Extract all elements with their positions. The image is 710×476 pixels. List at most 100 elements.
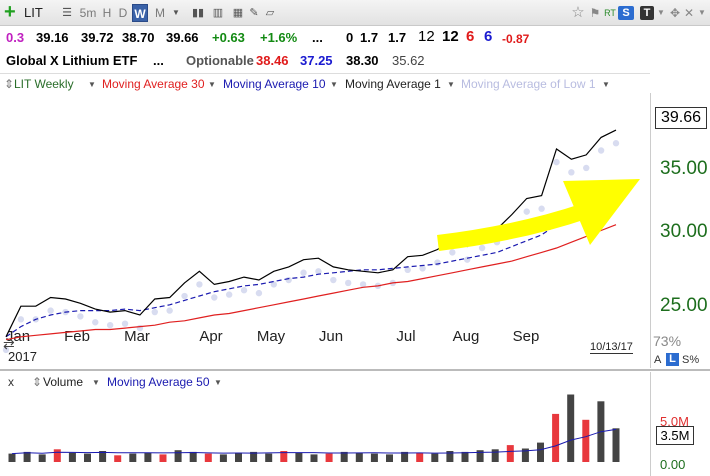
bar-style-icon[interactable]: ▮▮ [191, 7, 205, 19]
ma-low-dot [612, 140, 620, 147]
timeframe-d[interactable]: D [118, 6, 128, 20]
scale-auto-button[interactable]: A [654, 354, 662, 366]
toolbar: + LIT ☰ 5m H D W M ▼ ▮▮ ▥ ▦ ✎ ▱ ☆ ⚑ RT S… [0, 0, 710, 26]
legend-ma10[interactable]: Moving Average 10 [223, 77, 326, 91]
panel-divider[interactable] [0, 369, 710, 371]
legend-ma1[interactable]: Moving Average 1 [345, 77, 441, 91]
star-icon[interactable]: ☆ [571, 4, 585, 21]
volume-move-icon[interactable]: ⇕ [32, 375, 43, 389]
settings-grid-icon[interactable]: ▦ [232, 7, 244, 19]
volume-bar [310, 454, 318, 462]
ma-low-dot [225, 291, 233, 298]
rt-badge[interactable]: RT [604, 8, 616, 18]
chart-style-icon[interactable]: ▥ [212, 7, 224, 19]
volume-label[interactable]: Volume [43, 375, 84, 389]
volume-axis[interactable] [650, 372, 710, 476]
legend-mal1[interactable]: Moving Average of Low 1 [461, 77, 596, 91]
volume-bar [219, 454, 227, 462]
swap-icon[interactable]: ⇄ [3, 336, 15, 352]
volume-bar [250, 451, 258, 462]
volume-dropdown-icon[interactable]: ▼ [92, 378, 100, 387]
volume-bar [446, 451, 454, 462]
ma-low-dot [449, 249, 456, 256]
quote-v2: 1.7 [360, 30, 379, 45]
volume-bar [386, 454, 393, 462]
volume-bar [567, 394, 575, 462]
volume-bars [8, 394, 620, 462]
ma30-line [5, 224, 617, 341]
volume-ma-line [11, 428, 617, 455]
ma-low-dot [2, 346, 10, 354]
window-menu-icon[interactable]: ▼ [698, 8, 706, 17]
name-line: Global X Lithium ETF ... Optionable 38.4… [0, 50, 710, 72]
volume-close-icon[interactable]: x [8, 375, 14, 389]
volume-ma-dropdown-icon[interactable]: ▼ [214, 378, 222, 387]
timeframe-h[interactable]: H [102, 6, 112, 20]
volume-bar [612, 428, 620, 462]
ma-low-dot [434, 259, 441, 266]
timeframe-5m[interactable]: 5m [79, 6, 97, 20]
ma10-line [5, 187, 617, 338]
s-badge[interactable]: S [618, 6, 634, 20]
legend-lit-weekly[interactable]: LIT Weekly [14, 77, 74, 91]
scale-percent-button[interactable]: S% [682, 354, 700, 366]
arrow-head [563, 179, 640, 245]
volume-bar [159, 454, 167, 462]
quote-v7: 6 [484, 28, 493, 45]
timeframe-w[interactable]: W [132, 4, 148, 22]
move-icon[interactable]: ✥ [669, 6, 681, 20]
t-dropdown-icon[interactable]: ▼ [657, 8, 665, 17]
change-value: +0.63 [212, 30, 245, 45]
ma-low-dot [121, 320, 129, 327]
ma-low-dot [597, 147, 605, 154]
ma-low-dot [92, 319, 99, 326]
ma-low-dot [315, 268, 322, 275]
volume-bar [53, 449, 61, 462]
symbol-input[interactable]: LIT [24, 5, 43, 20]
legend-ma30-dropdown-icon[interactable]: ▼ [208, 80, 216, 89]
add-symbol-icon[interactable]: + [4, 1, 16, 23]
x-axis-label: Sep [513, 328, 540, 345]
volume-bar [38, 454, 46, 462]
volume-bar [99, 451, 107, 462]
year-label: 2017 [8, 349, 37, 364]
draw-pencil-icon[interactable]: ✎ [249, 7, 259, 19]
volume-chart[interactable] [0, 392, 650, 476]
price-line [5, 129, 617, 338]
price-axis[interactable] [650, 93, 710, 368]
t-badge[interactable]: T [640, 6, 654, 20]
ma-low-dot [568, 169, 575, 176]
volume-legend: x ⇕ Volume ▼ Moving Average 50 ▼ [0, 372, 650, 392]
volume-bar [521, 448, 529, 462]
volume-bar [431, 453, 439, 462]
volume-bar [174, 450, 182, 462]
zoom-percent[interactable]: 73% [653, 333, 682, 349]
legend-move-icon[interactable]: ⇕ [4, 77, 15, 91]
ma-low-dot [17, 316, 25, 323]
scale-log-button[interactable]: L [666, 353, 679, 366]
close-icon[interactable]: ✕ [683, 6, 695, 20]
timeframe-m[interactable]: M [155, 6, 165, 20]
ma-low-dot [404, 266, 411, 274]
volume-bar [461, 451, 469, 462]
ma-low-dot [538, 205, 545, 212]
list-icon[interactable]: ☰ [62, 7, 72, 19]
volume-bar [68, 452, 76, 462]
volume-bar [295, 452, 303, 462]
legend-ma1-dropdown-icon[interactable]: ▼ [447, 80, 455, 89]
legend-weekly-dropdown-icon[interactable]: ▼ [88, 80, 96, 89]
price-chart[interactable]: Jan Feb Mar Apr May Jun Jul Aug Sep [0, 93, 650, 368]
legend-ma30[interactable]: Moving Average 30 [102, 77, 205, 91]
ma-low-dot [255, 289, 263, 297]
change-pct-value: +1.6% [260, 30, 298, 45]
timeframe-dropdown-icon[interactable]: ▼ [172, 8, 180, 17]
note-icon[interactable]: ▱ [265, 7, 275, 19]
volume-ma-label[interactable]: Moving Average 50 [107, 375, 210, 389]
x-axis-label: Jun [319, 328, 343, 345]
legend-mal1-dropdown-icon[interactable]: ▼ [602, 80, 610, 89]
ma-low-dot [166, 307, 173, 314]
ma30-value: 38.46 [256, 53, 289, 68]
volume-bar [552, 413, 560, 462]
flag-icon[interactable]: ⚑ [589, 6, 601, 20]
legend-ma10-dropdown-icon[interactable]: ▼ [330, 80, 338, 89]
